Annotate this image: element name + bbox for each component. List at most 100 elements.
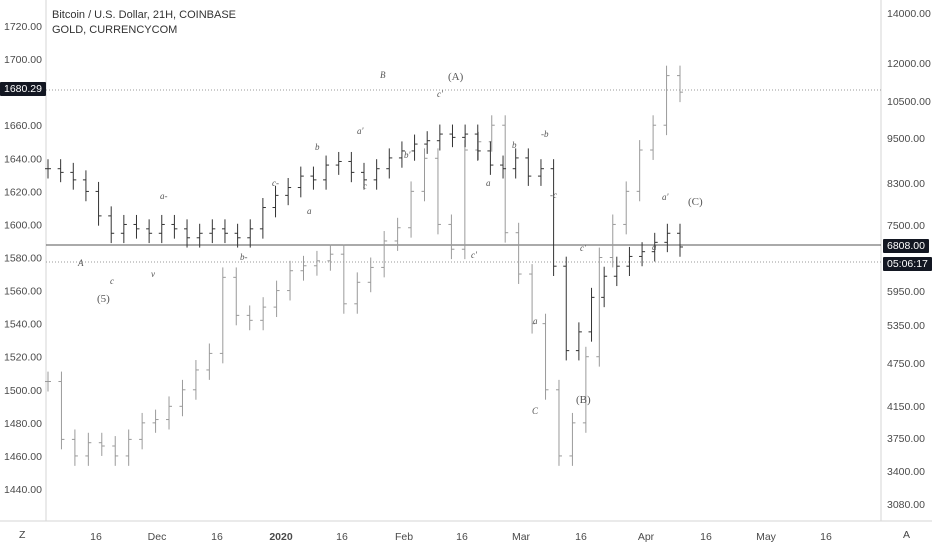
x-axis-tick-label: 16 [820, 531, 832, 543]
gold-ohlc-bar [71, 429, 78, 466]
left-axis-tick-label: 1440.00 [4, 484, 42, 496]
btc-ohlc-bar [70, 162, 77, 190]
gold-ohlc-bar [609, 214, 616, 268]
left-axis-tick-label: 1560.00 [4, 286, 42, 298]
btc-ohlc-bar [95, 181, 102, 226]
wave-label: -c [550, 190, 557, 200]
x-axis-tick-label: 16 [336, 531, 348, 543]
wave-label: c' [437, 89, 444, 99]
gold-ohlc-bar [354, 272, 361, 314]
gold-ohlc-bar [582, 346, 589, 433]
x-axis-tick-label: 16 [90, 531, 102, 543]
right-axis-tick-label: 10500.00 [887, 96, 931, 108]
gold-ohlc-bar [488, 115, 495, 152]
btc-ohlc-bar [171, 214, 178, 239]
wave-label: c [110, 276, 114, 286]
left-axis-tick-label: 1500.00 [4, 385, 42, 397]
gold-ohlc-bar [650, 115, 657, 160]
right-axis-tick-label: 3080.00 [887, 499, 925, 511]
btc-ohlc-bar [272, 185, 279, 218]
btc-ohlc-bar [537, 159, 544, 186]
btc-ohlc-bar [487, 141, 494, 175]
btc-ohlc-bar [500, 155, 507, 179]
btc-ohlc-bar [449, 124, 456, 148]
gold-price-badge: 1680.29 [0, 82, 46, 96]
gold-ohlc-bar [125, 429, 132, 466]
right-axis-tick-label: 5950.00 [887, 286, 925, 298]
wave-label: c- [272, 178, 279, 188]
left-axis-tick-label: 1520.00 [4, 352, 42, 364]
btc-ohlc-bar [82, 170, 89, 202]
left-axis-tick-label: 1540.00 [4, 319, 42, 331]
gold-series-layer [45, 65, 683, 466]
x-axis-tick-label: Feb [395, 531, 413, 543]
x-axis-tick-label: Apr [638, 531, 655, 543]
gold-ohlc-bar [596, 247, 603, 367]
btc-ohlc-bar [158, 214, 165, 244]
btc-ohlc-bar [247, 219, 254, 248]
gold-ohlc-bar [206, 343, 213, 380]
gold-ohlc-bar [394, 217, 401, 251]
wave-label: a [486, 178, 491, 188]
right-axis-tick-label: 5350.00 [887, 320, 925, 332]
right-axis-tick-label: 3400.00 [887, 466, 925, 478]
right-axis-tick-label: 14000.00 [887, 8, 931, 20]
wave-label: b [315, 142, 320, 152]
btc-ohlc-bar [259, 198, 266, 239]
btc-ohlc-bar [184, 219, 191, 248]
btc-ohlc-bar [462, 124, 469, 148]
left-axis-tick-label: 1700.00 [4, 54, 42, 66]
btc-ohlc-bar [373, 159, 380, 190]
gold-ohlc-bar [475, 131, 482, 160]
btc-price-badge: 6808.00 [883, 239, 929, 253]
x-axis-tick-label: 16 [456, 531, 468, 543]
btc-ohlc-bar [335, 151, 342, 175]
right-axis-tick-label: 12000.00 [887, 58, 931, 70]
gold-ohlc-bar [112, 436, 119, 466]
legend-main-title: Bitcoin / U.S. Dollar, 21H, COINBASE [52, 9, 237, 21]
btc-ohlc-bar [664, 223, 671, 253]
x-axis-tick-label: 16 [575, 531, 587, 543]
btc-ohlc-bar [512, 148, 519, 179]
btc-ohlc-bar [323, 155, 330, 190]
gold-ohlc-bar [327, 244, 334, 271]
x-axis-tick-label: 16 [211, 531, 223, 543]
x-axis-tick-label: 2020 [269, 531, 293, 543]
gold-ohlc-bar [421, 148, 428, 202]
right-axis-tick-label: 8300.00 [887, 178, 925, 190]
gold-ohlc-bar [152, 409, 159, 433]
legend-overlay-title: GOLD, CURRENCYCOM [52, 24, 178, 36]
wave-label: v [151, 269, 155, 279]
wave-label: (C) [688, 196, 703, 208]
gold-ohlc-bar [192, 360, 199, 400]
gold-ohlc-bar [529, 264, 536, 334]
auto-scale-button[interactable]: A [903, 529, 911, 541]
x-axis-tick-label: 16 [700, 531, 712, 543]
btc-ohlc-bar [285, 178, 292, 206]
btc-ohlc-bar [310, 166, 317, 190]
btc-ohlc-bar [651, 232, 658, 262]
x-axis-tick-label: Dec [148, 531, 167, 543]
btc-ohlc-bar [361, 162, 367, 190]
gold-ohlc-bar [313, 250, 320, 276]
countdown-badge: 05:06:17 [883, 257, 932, 271]
gold-ohlc-bar [434, 148, 441, 235]
btc-ohlc-bar [234, 223, 241, 248]
btc-ohlc-bar [575, 322, 582, 361]
btc-ohlc-bar [626, 246, 633, 276]
x-axis-tick-label: Mar [512, 531, 531, 543]
wave-label: a' [357, 126, 365, 136]
axes-layer: 1720.001700.001680.001660.001640.001620.… [0, 0, 932, 543]
btc-ohlc-bar [120, 214, 127, 244]
wave-label: b' [404, 150, 412, 160]
right-axis-tick-label: 9500.00 [887, 133, 925, 145]
right-axis-tick-label: 4150.00 [887, 401, 925, 413]
btc-ohlc-bar [196, 223, 203, 248]
wave-label: -b [541, 129, 549, 139]
gold-ohlc-bar [58, 371, 65, 450]
gold-ohlc-bar [273, 280, 280, 318]
wave-label: a- [160, 191, 168, 201]
zoom-button[interactable]: Z [19, 529, 26, 541]
